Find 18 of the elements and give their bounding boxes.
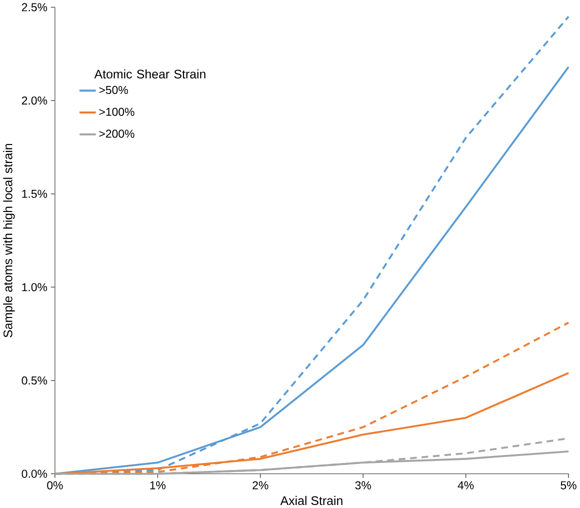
x-tick-label: 2% [252, 481, 268, 490]
x-tick-label: 5% [560, 481, 576, 490]
x-tick-label: 3% [355, 481, 371, 490]
x-tick-label: 4% [458, 481, 474, 490]
legend-label: >200% [99, 130, 134, 138]
legend-title: Atomic Shear Strain [94, 69, 206, 78]
y-tick-label: 2.0% [22, 96, 48, 104]
x-tick-label: 1% [150, 481, 166, 490]
x-tick-label: 0% [47, 481, 63, 490]
y-tick-label: 2.5% [22, 3, 48, 12]
legend-label: >50% [99, 86, 128, 94]
legend-label: >100% [99, 108, 134, 116]
x-axis-title: Axial Strain [280, 496, 342, 505]
y-tick-label: 0.0% [22, 470, 48, 478]
y-tick-label: 0.5% [22, 376, 48, 384]
y-tick-label: 1.5% [22, 190, 48, 198]
y-tick-label: 1.0% [22, 282, 48, 292]
y-axis-title: Sample atoms with high local strain [3, 144, 15, 338]
